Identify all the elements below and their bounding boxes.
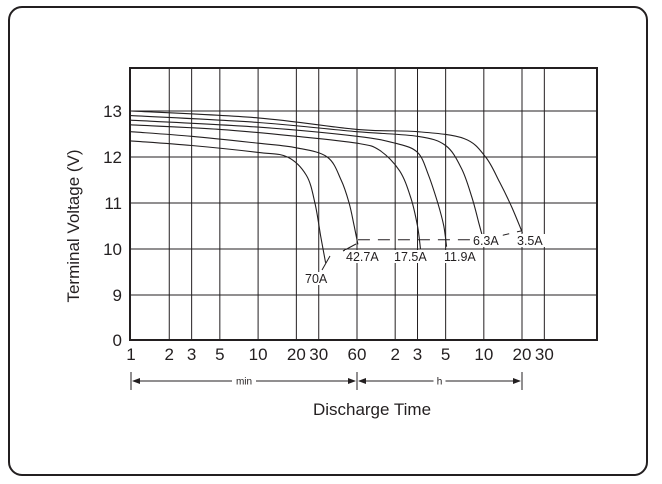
range-label: min [236,377,252,388]
series-label-3-5a: 3.5A [517,234,543,248]
series-curves [130,110,523,263]
label-leader-42-7a [342,243,357,252]
series-line-6-3a [130,115,484,240]
series-line-42-7a [130,131,359,245]
time-range-arrows: min h [130,372,523,390]
y-tick-label: 11 [104,194,122,213]
y-tick-label: 13 [103,102,122,121]
range-arrowhead [132,378,140,384]
y-tick-label: 12 [103,148,122,167]
range-arrowhead [348,378,356,384]
x-tick-labels: 1 2 3 5 10 20 30 60 2 3 5 10 20 30 [126,345,554,364]
label-bg-11-9a [443,250,481,263]
series-label-42-7a: 42.7A [346,250,379,264]
series-line-11-9a [130,119,448,247]
x-tick-label: 60 [348,345,367,364]
x-tick-label: 30 [309,345,328,364]
x-tick-label: 30 [535,345,554,364]
x-tick-label: 10 [474,345,493,364]
y-tick-labels: 0 9 10 11 12 13 [103,102,122,350]
grid [130,68,597,340]
label-bg-42-7a [345,250,383,263]
x-tick-label: 5 [441,345,450,364]
series-label-17-5a: 17.5A [394,250,427,264]
x-tick-label: 3 [413,345,422,364]
x-tick-label: 2 [165,345,174,364]
range-arrowhead [513,378,521,384]
x-tick-label: 2 [390,345,399,364]
series-label-6-3a: 6.3A [473,234,499,248]
series-label-70a: 70A [305,272,328,286]
label-bg-17-5a [393,250,431,263]
range-label: h [437,377,443,388]
label-bg-6-3a [472,234,503,247]
label-bg-3-5a [516,234,547,247]
x-tick-label: 5 [215,345,224,364]
plot-area-border [129,67,598,341]
series-label-11-9a: 11.9A [444,250,476,264]
x-tick-label: 3 [187,345,196,364]
y-tick-label: 0 [113,331,122,350]
series-line-3-5a [130,110,523,234]
series-line-17-5a [130,124,422,250]
y-axis-title: Terminal Voltage (V) [64,149,83,302]
range-arrowhead [358,378,366,384]
x-tick-label: 1 [126,345,135,364]
x-tick-label: 20 [513,345,532,364]
series-line-70a [130,140,327,263]
label-leader-70a [321,255,331,271]
label-bg-70a [304,272,328,285]
x-tick-label: 20 [287,345,306,364]
series-labels: 70A 42.7A 17.5A 11.9A 6.3A 3.5A [304,234,547,286]
y-tick-label: 10 [103,240,122,259]
x-tick-label: 10 [249,345,268,364]
x-axis-title: Discharge Time [313,400,431,419]
y-tick-label: 9 [113,286,122,305]
